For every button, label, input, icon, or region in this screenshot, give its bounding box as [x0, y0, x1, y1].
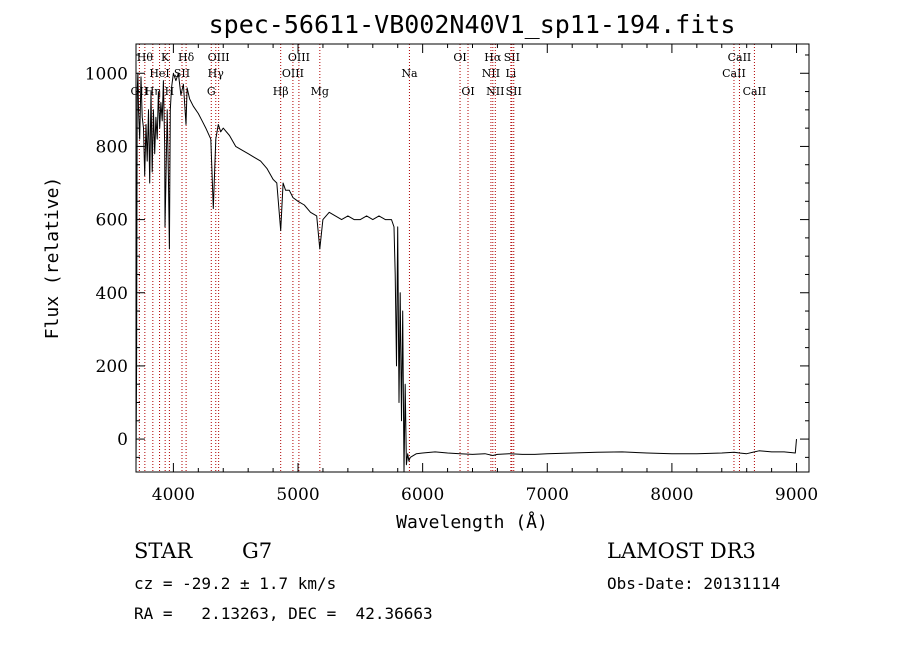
y-tick-label-0: 0 [117, 430, 128, 450]
chart-title: spec-56611-VB002N40V1_sp11-194.fits [209, 10, 736, 39]
line-label-25: CaII [728, 51, 752, 64]
line-label-11: Hβ [273, 85, 289, 98]
object-subclass: G7 [242, 539, 273, 563]
x-tick-label-0: 4000 [152, 485, 195, 505]
y-tick-label-3: 600 [96, 211, 128, 231]
y-tick-label-5: 1000 [85, 64, 128, 84]
y-tick-label-4: 800 [96, 137, 128, 157]
line-label-26: CaII [743, 85, 767, 98]
line-label-5: H [165, 85, 175, 98]
object-class: STAR [134, 539, 193, 563]
x-tick-label-3: 7000 [526, 485, 569, 505]
series-flux-line [135, 72, 797, 473]
line-label-12: OIII [282, 67, 304, 80]
x-tick-label-1: 5000 [276, 485, 319, 505]
line-label-14: Mg [311, 85, 329, 98]
line-label-22: SII [504, 51, 520, 64]
redshift-velocity: cz = -29.2 ± 1.7 km/s [134, 574, 337, 593]
line-label-8: G [207, 85, 216, 98]
y-axis-label: Flux (relative) [42, 177, 63, 340]
y-tick-label-2: 400 [96, 284, 128, 304]
y-tick-label-1: 200 [96, 357, 128, 377]
x-tick-label-4: 8000 [650, 485, 693, 505]
line-label-24: CaII [722, 67, 746, 80]
line-label-7: Hδ [178, 51, 195, 64]
plot-frame [135, 43, 810, 473]
line-label-19: Hα [484, 51, 502, 64]
line-label-9: Hγ [208, 67, 225, 80]
line-label-20: NII [486, 85, 504, 98]
x-axis-label: Wavelength (Å) [396, 511, 548, 533]
line-label-3: HeI [149, 67, 169, 80]
line-markers: OIIHθHηHeIKHSIIHδGHγOIIIHβOIIIOIIIMgNaOI… [131, 44, 767, 472]
line-label-13: OIII [288, 51, 310, 64]
line-label-16: OI [453, 51, 466, 64]
x-tick-label-5: 9000 [775, 485, 818, 505]
axis-ticks: 4000 5000 6000 7000 8000 9000 0 200 400 600 800 100… [85, 44, 818, 505]
line-label-6: SII [174, 67, 190, 80]
line-label-1: Hθ [137, 51, 154, 64]
line-label-17: OI [461, 85, 474, 98]
observation-date: Obs-Date: 20131114 [607, 574, 781, 593]
line-label-10: OIII [208, 51, 230, 64]
line-label-23: SII [506, 85, 522, 98]
coordinates: RA = 2.13263, DEC = 42.36663 [134, 604, 433, 623]
survey-name: LAMOST DR3 [607, 539, 756, 563]
line-label-21: Li [505, 67, 516, 80]
line-label-4: K [161, 51, 170, 64]
line-label-2: Hη [145, 85, 161, 98]
line-label-15: Na [401, 67, 418, 80]
x-tick-label-2: 6000 [401, 485, 444, 505]
line-label-18: NII [482, 67, 500, 80]
